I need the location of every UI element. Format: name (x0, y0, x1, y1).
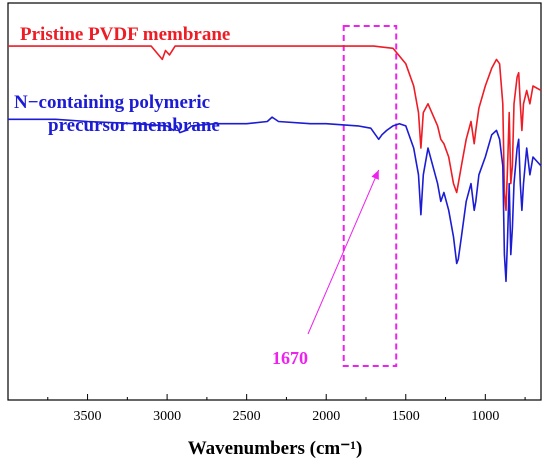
series-line-pristine-pvdf (8, 45, 542, 212)
annotation-label-1670: 1670 (272, 348, 308, 368)
plot-frame (7, 2, 542, 401)
x-tick-label: 2000 (312, 409, 340, 424)
x-axis-title: Wavenumbers (cm⁻¹) (188, 438, 363, 459)
x-tick-label: 1000 (471, 409, 499, 424)
series-label-n-containing-line1: N−containing polymeric (14, 92, 210, 113)
annotation-arrowhead-1670 (371, 170, 379, 180)
x-tick-label: 2500 (233, 409, 261, 424)
series-line-n-containing-precursor (8, 116, 542, 283)
series-label-pristine-pvdf: Pristine PVDF membrane (20, 24, 230, 45)
x-tick-label: 3000 (153, 409, 181, 424)
highlight-box-dashed (342, 25, 398, 367)
x-tick-label: 1500 (392, 409, 420, 424)
annotation-arrow-1670 (307, 169, 380, 335)
x-tick-label: 3500 (74, 409, 102, 424)
x-axis-ticks: 3500 3000 2500 2000 1500 1000 (47, 394, 526, 424)
series-label-n-containing-line2: precursor membrane (48, 115, 220, 136)
